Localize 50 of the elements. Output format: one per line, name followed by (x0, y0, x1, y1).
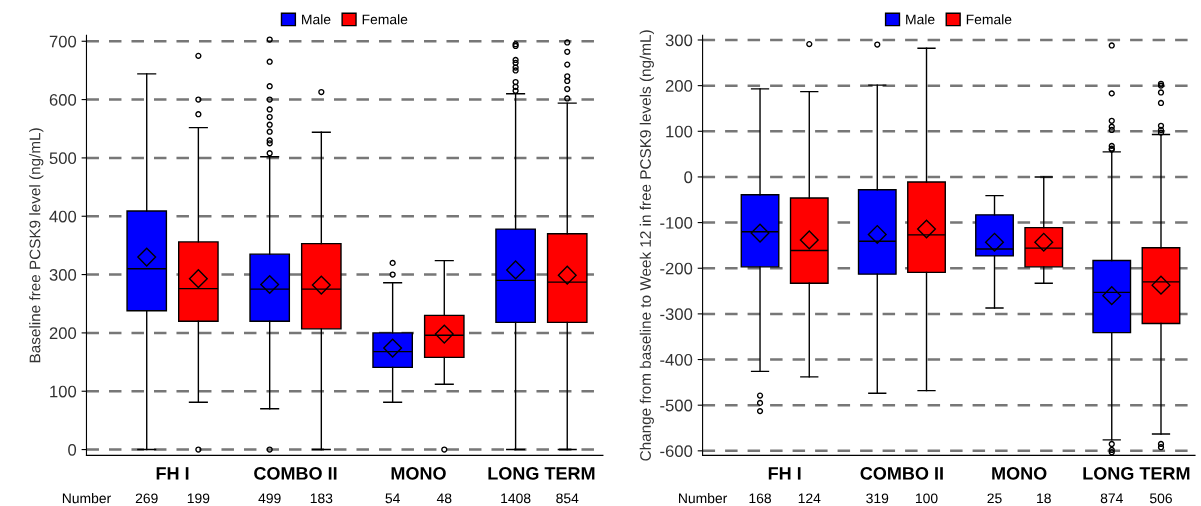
x-tick-label: FH I (156, 467, 189, 480)
text: 319 (866, 493, 889, 504)
x-tick-label: MONO (391, 466, 446, 480)
y-tick-label: -400 (660, 353, 693, 366)
legend-label: Female (362, 14, 408, 25)
y-tick-label: -200 (660, 262, 693, 275)
y-tick-label: 100 (666, 125, 693, 138)
y-tick-label: 300 (49, 268, 77, 281)
text: 506 (1149, 493, 1172, 504)
legend-label: Female (966, 14, 1012, 25)
text: 100 (915, 493, 938, 504)
x-tick-label: COMBO II (860, 466, 943, 480)
x-tick-label: COMBO II (254, 466, 337, 480)
y-tick-label: -100 (660, 216, 693, 229)
x-tick-label: LONG TERM (488, 466, 595, 480)
y-tick-label: 100 (50, 385, 77, 398)
text: 1408 (501, 493, 531, 504)
x-tick-label: MONO (992, 466, 1047, 480)
text: 25 (987, 493, 1002, 504)
x-tick-label: FH I (768, 467, 801, 480)
text: Number (679, 493, 728, 504)
y-tick-label: 200 (665, 80, 693, 92)
text: 854 (556, 493, 579, 504)
y-tick-label: 200 (49, 327, 77, 340)
text: 199 (187, 493, 210, 504)
y-axis-title: Change from baseline to Week 12 in free PCSK9 levels (ng/mL) (639, 30, 654, 461)
y-tick-label: 0 (68, 443, 77, 456)
y-tick-label: 600 (49, 93, 77, 106)
y-tick-label: 300 (665, 34, 693, 47)
text: 54 (385, 493, 400, 504)
text: 124 (798, 493, 821, 504)
x-tick-label: LONG TERM (1083, 466, 1190, 480)
text: Number (62, 493, 111, 504)
legend-label: Male (906, 14, 935, 25)
text: 183 (310, 493, 333, 504)
text: 48 (436, 493, 452, 504)
text: 168 (749, 493, 772, 504)
y-tick-label: -500 (660, 399, 693, 412)
y-tick-label: 500 (49, 152, 77, 165)
text: 499 (258, 493, 281, 504)
text: 874 (1100, 493, 1123, 504)
y-axis-title: Baseline free PCSK9 level (ng/mL) (29, 128, 44, 363)
y-tick-label: 700 (49, 35, 77, 48)
y-tick-label: -300 (660, 308, 693, 321)
y-tick-label: -600 (660, 445, 693, 458)
legend-label: Male (302, 14, 331, 25)
y-tick-label: 0 (684, 171, 693, 184)
text: 269 (135, 493, 158, 504)
text: 18 (1037, 493, 1051, 504)
y-tick-label: 400 (49, 210, 77, 223)
